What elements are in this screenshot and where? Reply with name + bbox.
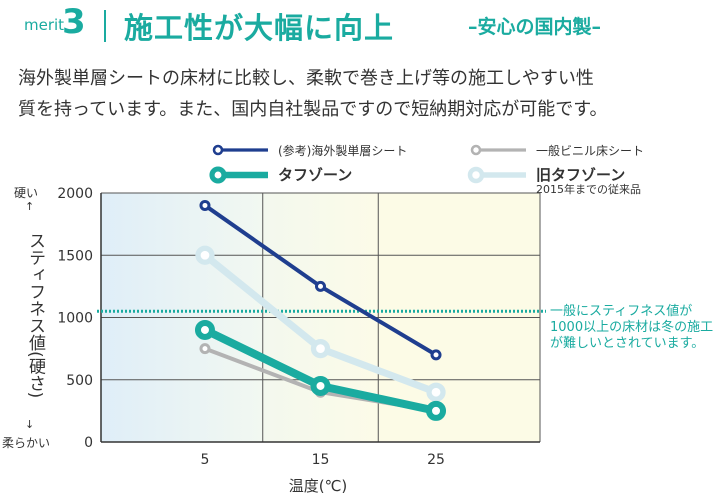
y-tick-label: 1000 xyxy=(57,311,93,327)
merit-number: 3 xyxy=(62,2,86,42)
axes: 0 500 1000 1500 2000 5 15 25 xyxy=(57,186,540,468)
legend-swatch-marker xyxy=(467,166,485,184)
divider xyxy=(104,10,106,42)
x-tick-label: 25 xyxy=(427,452,445,468)
legend-swatch-marker xyxy=(212,144,224,156)
legend-label: 旧タフゾーン xyxy=(536,166,625,184)
legend-swatch-marker xyxy=(470,144,482,156)
y-axis-title: スティフネス値(硬さ) xyxy=(25,232,45,399)
series-layer xyxy=(194,199,447,421)
data-point xyxy=(430,349,442,361)
hard-label: 硬い xyxy=(14,186,39,200)
x-tick-label: 5 xyxy=(201,452,210,468)
legend-swatch-marker xyxy=(209,166,227,184)
data-point xyxy=(310,339,331,359)
legend-label: タフゾーン xyxy=(278,166,352,184)
data-point xyxy=(199,343,211,355)
page-header: merit 3 施工性が大幅に向上 –安心の国内製– xyxy=(0,0,720,50)
data-point xyxy=(426,400,447,421)
data-point xyxy=(199,199,211,211)
data-point xyxy=(426,382,446,402)
y-tick-label: 0 xyxy=(84,435,93,451)
data-point xyxy=(194,319,215,340)
legend-note: 2015年までの従来品 xyxy=(536,182,641,196)
legend-label: (参考)海外製単層シート xyxy=(278,143,407,158)
threshold-annotation: 一般にスティフネス値が1000以上の床材は冬の施工が難しいとされています。 xyxy=(550,304,714,351)
soft-label: 柔らかい xyxy=(2,436,51,450)
data-point xyxy=(315,280,326,292)
data-point xyxy=(195,245,215,265)
down-arrow-icon: ↓ xyxy=(25,418,35,431)
legend-label: 一般ビニル床シート xyxy=(536,143,644,158)
merit-word: merit xyxy=(24,16,65,34)
data-point xyxy=(310,375,331,396)
lead-line-2: 質を持っています。また、国内自社製品ですので短納期対応が可能です。 xyxy=(18,99,608,120)
page-subtitle: –安心の国内製– xyxy=(468,16,602,38)
x-tick-label: 15 xyxy=(312,452,330,468)
y-tick-label: 500 xyxy=(66,373,93,389)
lead-line-1: 海外製単層シートの床材に比較し、柔軟で巻き上げ等の施工しやすい性 xyxy=(18,68,594,89)
y-tick-label: 1500 xyxy=(57,248,93,264)
up-arrow-icon: ↑ xyxy=(25,200,35,213)
x-axis-title: 温度(℃) xyxy=(289,477,348,495)
page-title: 施工性が大幅に向上 xyxy=(124,11,395,45)
y-tick-label: 2000 xyxy=(57,186,93,202)
